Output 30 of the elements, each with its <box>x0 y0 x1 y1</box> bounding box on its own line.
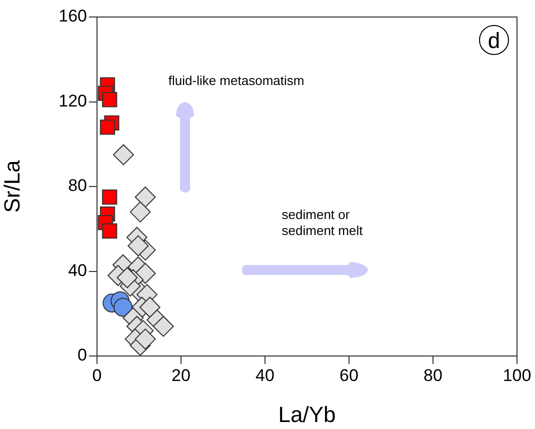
x-tick-label: 40 <box>256 366 274 385</box>
y-axis-title: Sr/La <box>0 159 24 213</box>
point <box>112 144 134 166</box>
point <box>102 92 118 108</box>
point <box>128 235 149 256</box>
x-tick-label: 20 <box>172 366 190 385</box>
y-tick-label: 40 <box>68 260 87 280</box>
x-tick-label: 0 <box>92 366 102 385</box>
y-tick-label: 160 <box>58 6 87 26</box>
y-tick-label: 120 <box>58 91 87 110</box>
y-tick-label: 0 <box>78 346 87 365</box>
point <box>134 262 156 284</box>
x-axis-title: La/Yb <box>278 402 336 427</box>
x-tick-label: 80 <box>424 366 442 385</box>
point <box>116 267 138 288</box>
panel-label: d <box>479 25 509 55</box>
annotation: fluid-like metasomatism <box>168 72 304 89</box>
x-tick-label: 60 <box>340 366 358 385</box>
point <box>100 120 116 135</box>
point <box>114 298 133 317</box>
point <box>130 201 151 222</box>
point <box>152 316 174 337</box>
point <box>134 328 156 350</box>
y-tick-label: 80 <box>68 176 87 196</box>
point <box>139 296 160 318</box>
point <box>102 190 118 205</box>
point <box>134 186 156 208</box>
annotation: sediment or sediment melt <box>282 206 363 239</box>
point <box>102 223 118 239</box>
x-tick-label: 100 <box>502 366 532 385</box>
